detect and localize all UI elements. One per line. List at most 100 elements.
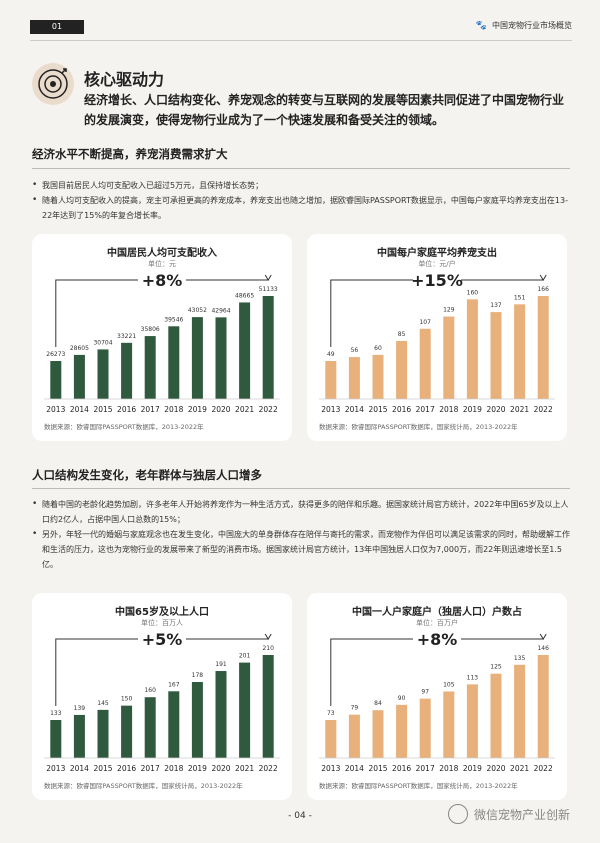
page-tag: 01: [30, 20, 84, 34]
bar: [239, 302, 251, 399]
growth-bracket-left: [55, 638, 138, 706]
x-tick-label: 2018: [164, 764, 183, 773]
data-label: 139: [74, 705, 86, 712]
x-tick-label: 2017: [141, 764, 160, 773]
data-label: 97: [421, 689, 429, 696]
x-tick-label: 2017: [141, 405, 160, 414]
bar: [168, 326, 180, 399]
data-label: 166: [537, 286, 549, 293]
bar: [262, 655, 274, 758]
chart-card-pet-spending: +15% 49 2013 56 2014 60 2015 85 2016 107 2017 129 20…: [307, 234, 567, 441]
bar: [443, 691, 455, 758]
bar: [325, 361, 337, 399]
x-tick-label: 2019: [188, 405, 207, 414]
x-tick-label: 2021: [510, 405, 529, 414]
header-title: 🐾 中国宠物行业市场概览: [476, 20, 572, 31]
growth-bracket-left: [330, 279, 413, 347]
chart-source: 数据来源：欧睿国际PASSPORT数据库，国家统计局，2013-2022年: [319, 782, 518, 790]
bar: [73, 354, 85, 399]
list-item: 随着人均可支配收入的提高，宠主可承担更高的养宠成本，养宠支出也随之增加，据欧睿国…: [32, 193, 570, 223]
data-label: 42964: [211, 307, 230, 314]
data-label: 146: [537, 645, 549, 652]
bar: [372, 710, 384, 758]
data-label: 43052: [188, 307, 207, 314]
bar: [73, 714, 85, 758]
data-label: 167: [168, 681, 180, 688]
wechat-icon: [447, 804, 468, 824]
x-tick-label: 2014: [70, 405, 89, 414]
growth-bracket-left: [330, 638, 413, 706]
bar: [419, 698, 431, 758]
watermark: 微信宠物产业创新: [447, 804, 570, 824]
bar: [419, 328, 431, 399]
growth-bracket-right: [461, 279, 544, 281]
page-number: - 04 -: [288, 811, 312, 821]
data-label: 79: [351, 705, 359, 712]
chart-title: 中国居民人均可支配收入: [107, 248, 217, 259]
x-tick-label: 2016: [392, 764, 411, 773]
data-label: 145: [97, 700, 109, 707]
data-label: 160: [467, 289, 479, 296]
bar: [396, 704, 408, 758]
data-label: 201: [239, 653, 251, 660]
x-tick-label: 2014: [345, 764, 364, 773]
bar: [466, 299, 478, 399]
x-tick-label: 2015: [93, 764, 112, 773]
growth-rate-label: +8%: [142, 271, 183, 290]
x-tick-label: 2015: [93, 405, 112, 414]
x-tick-label: 2022: [534, 405, 553, 414]
bar: [50, 720, 62, 758]
x-tick-label: 2020: [211, 405, 230, 414]
x-tick-label: 2020: [211, 764, 230, 773]
bar: [490, 312, 502, 399]
bar: [168, 691, 180, 758]
data-label: 113: [467, 674, 479, 681]
data-label: 105: [443, 682, 455, 689]
bar: [239, 662, 251, 758]
section1-title: 经济水平不断提高，养宠消费需求扩大: [32, 147, 228, 161]
x-tick-label: 2016: [117, 764, 136, 773]
data-label: 49: [327, 351, 335, 358]
x-tick-label: 2016: [392, 405, 411, 414]
x-tick-label: 2015: [368, 764, 387, 773]
growth-arrowhead: [539, 633, 547, 640]
data-label: 51133: [259, 286, 278, 293]
data-label: 60: [374, 345, 382, 352]
bar-chart: +8% 73 2013 79 2014 84 2015 90 2016 97 2017 105 2018…: [319, 630, 555, 773]
bar-chart: +8% 26273 2013 28605 2014 30704 2015 33221 2016 3…: [44, 271, 280, 414]
list-item: 随着中国的老龄化趋势加剧，许多老年人开始将养宠作为一种生活方式，获得更多的陪伴和…: [32, 497, 570, 527]
x-tick-label: 2021: [510, 764, 529, 773]
data-label: 26273: [46, 351, 65, 358]
x-tick-label: 2018: [439, 764, 458, 773]
x-tick-label: 2022: [534, 764, 553, 773]
chart-unit: 单位：元: [148, 260, 176, 268]
chart-title: 中国65岁及以上人口: [115, 607, 209, 618]
bar-chart: +5% 133 2013 139 2014 145 2015 150 2016 160 2017 16…: [44, 630, 280, 773]
data-label: 48665: [235, 292, 254, 299]
top-bar: 01 🐾 中国宠物行业市场概览: [0, 0, 600, 50]
x-tick-label: 2020: [486, 405, 505, 414]
data-label: 39546: [164, 316, 183, 323]
section2-bullets: 随着中国的老龄化趋势加剧，许多老年人开始将养宠作为一种生活方式，获得更多的陪伴和…: [32, 497, 570, 572]
x-tick-label: 2019: [188, 764, 207, 773]
bar: [97, 709, 109, 758]
data-label: 137: [490, 302, 502, 309]
x-tick-label: 2021: [235, 764, 254, 773]
x-tick-label: 2018: [164, 405, 183, 414]
x-tick-label: 2013: [46, 764, 65, 773]
paw-icon: 🐾: [475, 20, 487, 31]
growth-bracket-right: [186, 638, 269, 640]
bar: [144, 697, 156, 758]
x-tick-label: 2016: [117, 405, 136, 414]
chart-unit: 单位：元/户: [418, 260, 456, 268]
data-label: 30704: [93, 339, 112, 346]
growth-bracket-right: [186, 279, 269, 281]
x-tick-label: 2019: [463, 405, 482, 414]
growth-rate-label: +5%: [142, 630, 183, 649]
chart-card-income: +8% 26273 2013 28605 2014 30704 2015 33221 2016 3…: [32, 234, 292, 441]
growth-arrowhead: [264, 274, 272, 281]
section2-divider: [32, 488, 570, 489]
bar: [97, 349, 109, 399]
bar: [537, 296, 549, 399]
x-tick-label: 2017: [416, 405, 435, 414]
